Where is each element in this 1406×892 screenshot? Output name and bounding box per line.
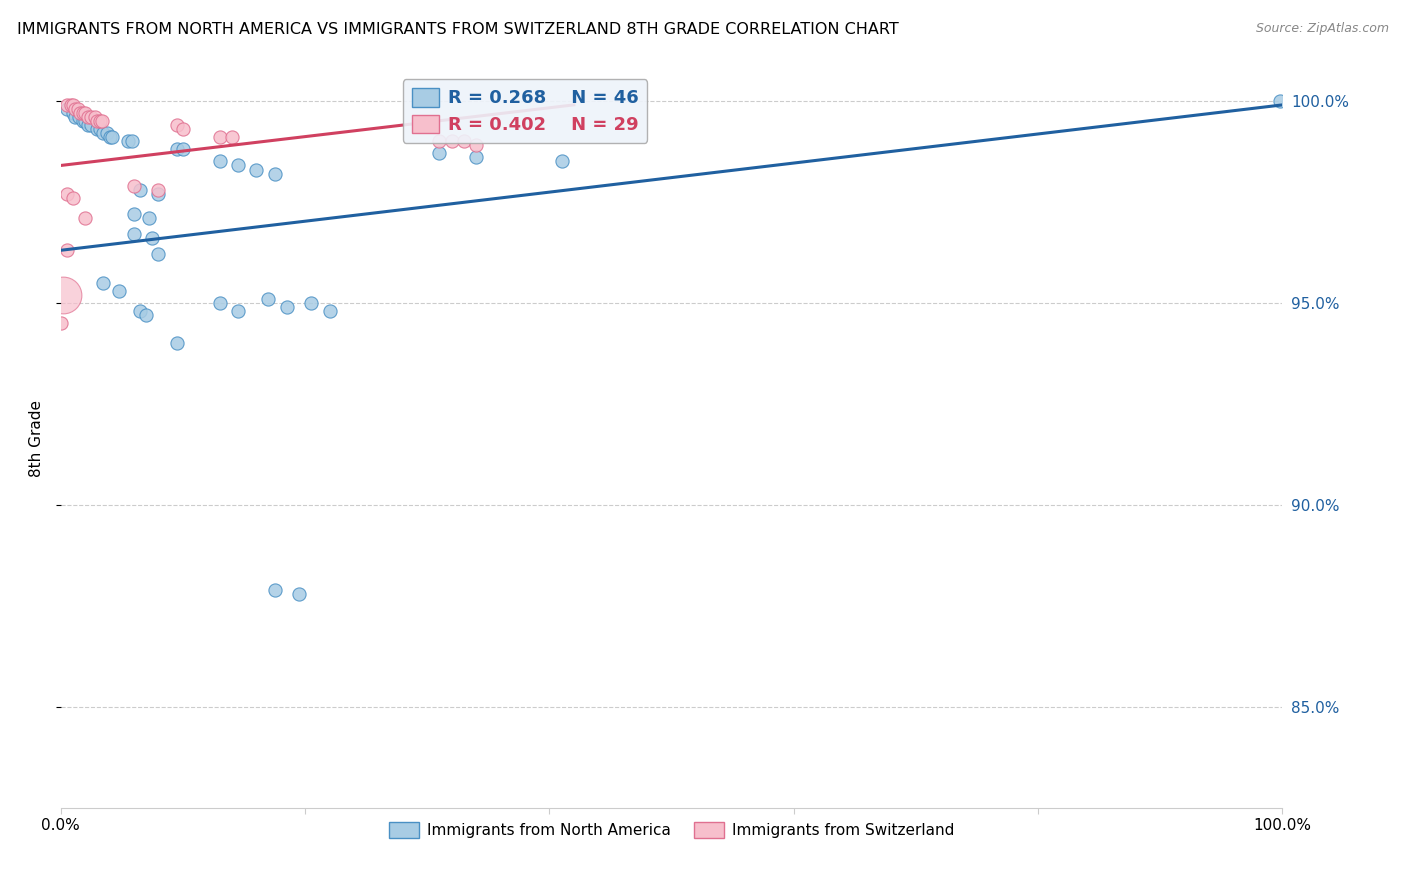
Point <box>96 126 118 140</box>
Legend: Immigrants from North America, Immigrants from Switzerland: Immigrants from North America, Immigrant… <box>382 816 960 845</box>
Point <box>135 308 157 322</box>
Point <box>89 114 111 128</box>
Point <box>56 244 79 258</box>
Point <box>75 106 97 120</box>
Point <box>141 231 163 245</box>
Point <box>121 134 143 148</box>
Point <box>89 122 111 136</box>
Point <box>1268 94 1291 108</box>
Point <box>208 295 231 310</box>
Point <box>122 178 145 193</box>
Point <box>86 122 108 136</box>
Point <box>440 134 463 148</box>
Point <box>172 142 194 156</box>
Text: IMMIGRANTS FROM NORTH AMERICA VS IMMIGRANTS FROM SWITZERLAND 8TH GRADE CORRELATI: IMMIGRANTS FROM NORTH AMERICA VS IMMIGRA… <box>17 22 898 37</box>
Point <box>80 118 103 132</box>
Point <box>122 227 145 241</box>
Point <box>429 134 451 148</box>
Point <box>117 134 139 148</box>
Point <box>65 102 87 116</box>
Point <box>172 122 194 136</box>
Point <box>221 130 243 145</box>
Point <box>166 118 188 132</box>
Point <box>148 186 170 201</box>
Point <box>276 300 298 314</box>
Point <box>62 191 84 205</box>
Point <box>148 183 170 197</box>
Point <box>429 146 451 161</box>
Point <box>80 110 103 124</box>
Y-axis label: 8th Grade: 8th Grade <box>30 400 44 476</box>
Point <box>65 110 87 124</box>
Point <box>93 276 115 290</box>
Point <box>49 316 72 330</box>
Point <box>56 102 79 116</box>
Point <box>56 98 79 112</box>
Point <box>263 582 285 597</box>
Point <box>465 150 488 164</box>
Point <box>76 110 98 124</box>
Point <box>93 126 115 140</box>
Point <box>75 114 97 128</box>
Point <box>318 304 340 318</box>
Point <box>59 98 82 112</box>
Point <box>76 118 98 132</box>
Point <box>91 114 114 128</box>
Point <box>226 159 249 173</box>
Point <box>84 110 107 124</box>
Point <box>257 292 280 306</box>
Point <box>129 183 152 197</box>
Point <box>72 114 94 128</box>
Point <box>453 134 475 148</box>
Point <box>62 98 84 112</box>
Point <box>75 211 97 225</box>
Point <box>67 110 90 124</box>
Point <box>245 162 267 177</box>
Point <box>129 304 152 318</box>
Point <box>299 295 322 310</box>
Point <box>550 154 572 169</box>
Point <box>69 106 91 120</box>
Point <box>108 284 131 298</box>
Point <box>62 106 84 120</box>
Point <box>101 130 124 145</box>
Point <box>288 587 311 601</box>
Point <box>98 130 121 145</box>
Point <box>52 287 75 301</box>
Point <box>138 211 160 225</box>
Point <box>148 247 170 261</box>
Point <box>72 106 94 120</box>
Point <box>166 336 188 351</box>
Point <box>56 186 79 201</box>
Point <box>263 167 285 181</box>
Point <box>226 304 249 318</box>
Point <box>465 138 488 153</box>
Text: Source: ZipAtlas.com: Source: ZipAtlas.com <box>1256 22 1389 36</box>
Point <box>166 142 188 156</box>
Point <box>66 102 89 116</box>
Point <box>208 130 231 145</box>
Point <box>122 207 145 221</box>
Point <box>86 114 108 128</box>
Point <box>208 154 231 169</box>
